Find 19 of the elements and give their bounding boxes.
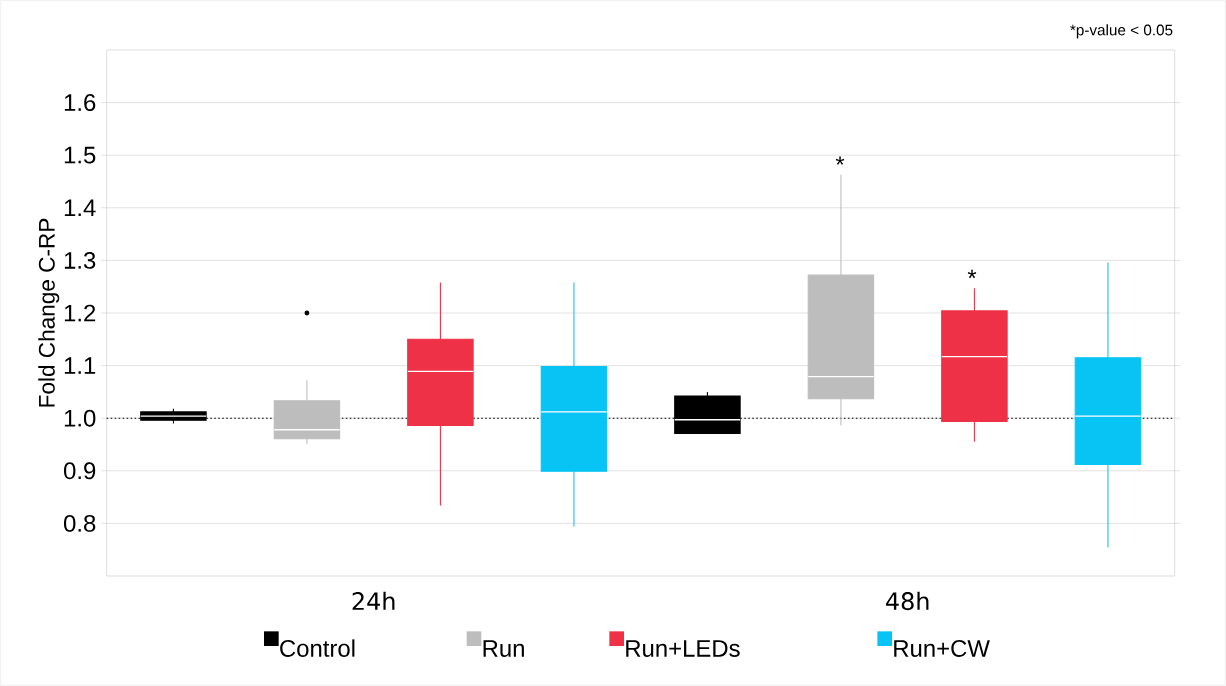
annotation: *	[835, 156, 845, 165]
legend-label: Run+LEDs	[626, 640, 740, 657]
x-tick-label: 48h	[886, 591, 929, 611]
y-tick-label: 0.8	[64, 514, 96, 532]
y-tick-label: 1.3	[64, 251, 96, 269]
y-tick-label: 1.1	[64, 357, 96, 374]
legend-label: Run+CW	[894, 639, 990, 657]
y-tick-label: 1.6	[64, 94, 96, 112]
y-tick-label: 0.9	[64, 462, 96, 480]
legend-label: Run	[483, 640, 524, 657]
y-axis-title: Fold Change C-RP	[38, 218, 60, 407]
x-tick-label: 24h	[352, 591, 395, 610]
y-tick-label: 1.5	[64, 146, 96, 164]
y-tick-label: 1.0	[64, 409, 96, 427]
y-tick-label: 1.2	[64, 304, 96, 322]
legend-label: Control	[280, 639, 355, 657]
annotation: *	[967, 269, 977, 279]
y-tick-label: 1.4	[64, 199, 96, 217]
text: *p-value < 0.05	[1070, 24, 1173, 39]
